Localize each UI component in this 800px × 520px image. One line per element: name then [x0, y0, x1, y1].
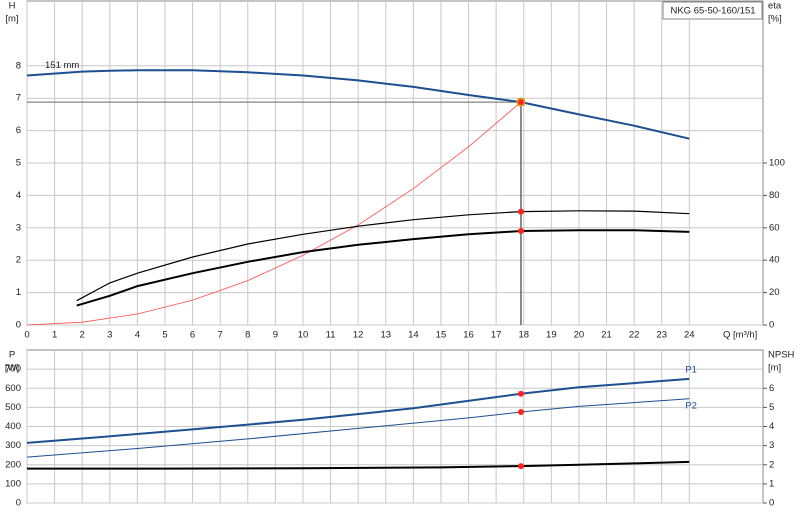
- y2-tick-label: 4: [769, 421, 774, 432]
- y-tick-label: 7: [16, 93, 21, 104]
- y-tick-label: 4: [16, 190, 21, 201]
- y-tick-label: 2: [16, 255, 21, 266]
- y2-tick-label: 40: [769, 255, 780, 266]
- y2-tick-label: 0: [769, 320, 774, 331]
- y2-tick-label: 80: [769, 190, 780, 201]
- y-axis-label: H: [9, 1, 16, 12]
- x-tick-label: 15: [436, 330, 447, 341]
- series-label: P1: [685, 364, 697, 375]
- x-tick-label: 5: [162, 330, 167, 341]
- x-tick-label: 0: [24, 330, 29, 341]
- y-tick-label: 500: [5, 402, 21, 413]
- curve-annotation: 151 mm: [45, 60, 79, 71]
- y-tick-label: 400: [5, 421, 21, 432]
- y-tick-label: 700: [5, 364, 21, 375]
- x-tick-label: 20: [574, 330, 585, 341]
- x-tick-label: 24: [684, 330, 695, 341]
- x-tick-label: 3: [107, 330, 112, 341]
- x-tick-label: 11: [326, 330, 336, 341]
- x-tick-label: 22: [629, 330, 640, 341]
- x-tick-label: 7: [218, 330, 223, 341]
- y-tick-label: 300: [5, 440, 21, 451]
- y-tick-label: 3: [16, 222, 21, 233]
- x-tick-label: 10: [298, 330, 309, 341]
- y-axis-label: P: [9, 350, 15, 361]
- curve: [27, 460, 690, 470]
- y-tick-label: 8: [16, 60, 21, 71]
- operating-point: [517, 390, 524, 397]
- x-tick-label: 8: [245, 330, 250, 341]
- y2-tick-label: 2: [769, 459, 774, 470]
- curve: [26, 101, 522, 326]
- y2-tick-label: 5: [769, 402, 774, 413]
- operating-point: [517, 463, 524, 470]
- y2-tick-label: 1: [769, 478, 774, 489]
- y2-tick-label: 0: [769, 498, 774, 509]
- operating-point: [517, 228, 524, 235]
- y2-axis-label: eta: [768, 1, 782, 12]
- x-tick-label: 2: [80, 330, 85, 341]
- x-tick-label: 13: [380, 330, 391, 341]
- y2-tick-label: 3: [769, 440, 774, 451]
- series-label: P2: [685, 400, 697, 411]
- x-tick-label: 16: [463, 330, 474, 341]
- x-tick-label: 23: [656, 330, 667, 341]
- x-tick-label: 12: [353, 330, 364, 341]
- y-tick-label: 200: [5, 459, 21, 470]
- x-tick-label: 1: [52, 330, 57, 341]
- curve: [76, 210, 690, 302]
- y2-tick-label: 60: [769, 222, 780, 233]
- curve: [76, 229, 690, 307]
- curve: [26, 69, 690, 140]
- curve: [26, 398, 690, 458]
- y-axis-unit: [m]: [5, 14, 18, 25]
- y-tick-label: 600: [5, 383, 21, 394]
- y2-axis-label: NPSH: [768, 350, 795, 361]
- x-axis-label: Q [m³/h]: [723, 330, 757, 341]
- operating-point: [517, 99, 524, 106]
- y-tick-label: 6: [16, 125, 21, 136]
- y2-tick-label: 6: [769, 383, 774, 394]
- y-tick-label: 1: [16, 287, 21, 298]
- x-tick-label: 4: [135, 330, 140, 341]
- chart-title: NKG 65-50-160/151: [670, 6, 755, 17]
- operating-point: [517, 408, 524, 415]
- x-tick-label: 17: [491, 330, 502, 341]
- x-tick-label: 6: [190, 330, 195, 341]
- y-tick-label: 5: [16, 158, 21, 169]
- y-tick-label: 0: [16, 498, 21, 509]
- y2-axis-unit: [m]: [768, 363, 781, 374]
- y-tick-label: 100: [5, 478, 21, 489]
- x-tick-label: 9: [273, 330, 278, 341]
- y2-axis-unit: [%]: [768, 14, 782, 25]
- curve: [26, 377, 690, 444]
- y2-tick-label: 20: [769, 287, 780, 298]
- x-tick-label: 14: [408, 330, 419, 341]
- title-box: [662, 1, 763, 20]
- operating-point: [517, 208, 524, 215]
- y-tick-label: 0: [16, 320, 21, 331]
- x-tick-label: 18: [518, 330, 529, 341]
- y-axis-unit: [W]: [5, 363, 19, 374]
- x-tick-label: 21: [601, 330, 612, 341]
- x-tick-label: 19: [546, 330, 557, 341]
- y2-tick-label: 100: [769, 158, 785, 169]
